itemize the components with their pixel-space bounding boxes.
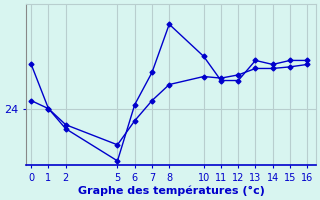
X-axis label: Graphe des températures (°c): Graphe des températures (°c) bbox=[77, 185, 264, 196]
